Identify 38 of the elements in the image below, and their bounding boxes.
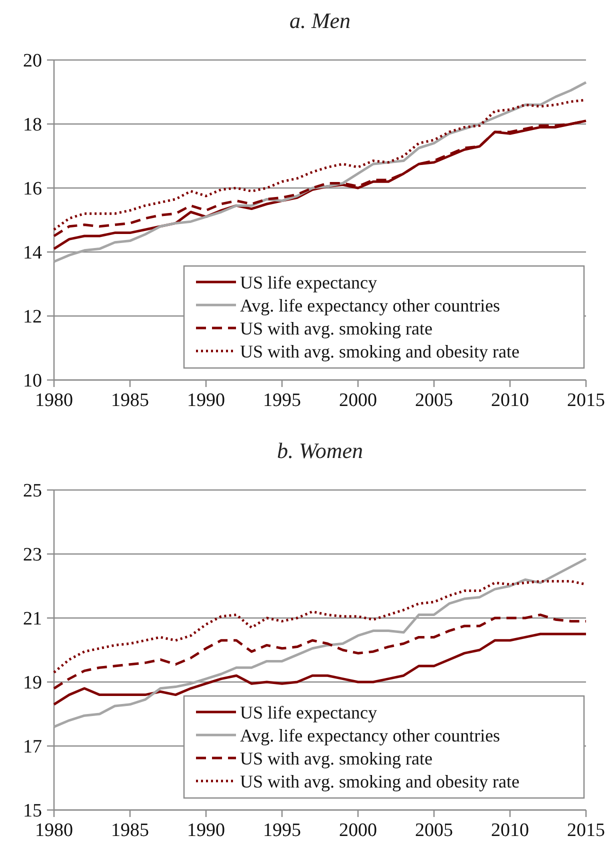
legend-label: US with avg. smoking rate	[240, 318, 432, 338]
x-tick-label: 2010	[491, 390, 529, 411]
chart-title: b. Women	[277, 438, 363, 463]
legend-label: Avg. life expectancy other countries	[240, 295, 500, 316]
x-tick-label: 2015	[567, 390, 605, 411]
x-tick-label: 2005	[415, 820, 453, 841]
y-tick-label: 10	[23, 370, 42, 392]
x-tick-label: 2000	[339, 390, 377, 411]
x-tick-label: 2015	[567, 820, 605, 841]
x-tick-label: 2010	[491, 820, 529, 841]
y-tick-label: 15	[23, 800, 42, 822]
legend-label: US with avg. smoking and obesity rate	[240, 341, 520, 362]
y-tick-label: 21	[23, 608, 42, 630]
legend-label: Avg. life expectancy other countries	[240, 725, 500, 746]
legend-label: US with avg. smoking and obesity rate	[240, 771, 520, 792]
y-tick-label: 20	[23, 50, 42, 72]
x-tick-label: 1995	[263, 390, 301, 411]
legend-label: US with avg. smoking rate	[240, 748, 432, 768]
y-tick-label: 18	[23, 114, 42, 136]
chart-title: a. Men	[289, 8, 351, 33]
x-tick-label: 1990	[187, 390, 225, 411]
y-tick-label: 16	[23, 178, 42, 200]
y-tick-label: 17	[23, 736, 42, 758]
y-tick-label: 23	[23, 544, 42, 566]
x-tick-label: 1985	[111, 390, 149, 411]
x-tick-label: 1990	[187, 820, 225, 841]
x-tick-label: 1985	[111, 820, 149, 841]
y-tick-label: 25	[23, 480, 42, 502]
legend-label: US life expectancy	[240, 702, 377, 722]
y-tick-label: 12	[23, 306, 42, 328]
x-tick-label: 2005	[415, 390, 453, 411]
y-tick-label: 19	[23, 672, 42, 694]
x-tick-label: 1980	[35, 390, 73, 411]
legend-label: US life expectancy	[240, 272, 377, 292]
x-tick-label: 2000	[339, 820, 377, 841]
x-tick-label: 1995	[263, 820, 301, 841]
x-tick-label: 1980	[35, 820, 73, 841]
y-tick-label: 14	[23, 242, 42, 264]
